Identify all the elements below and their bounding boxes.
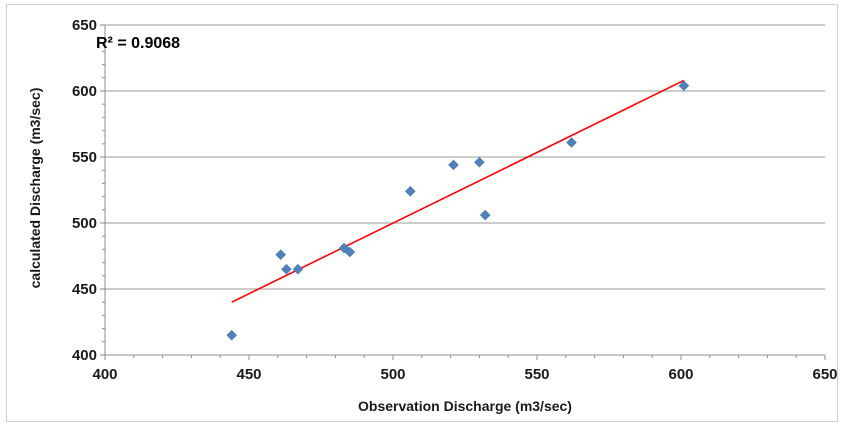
r-squared-label: R² = 0.9068 bbox=[96, 35, 180, 52]
chart-frame bbox=[6, 4, 838, 422]
grid-lines bbox=[105, 24, 825, 290]
data-point bbox=[344, 246, 356, 258]
data-point bbox=[678, 80, 690, 92]
y-tick-label: 550 bbox=[72, 149, 97, 166]
x-tick-label: 500 bbox=[380, 366, 405, 383]
x-tick-label: 450 bbox=[236, 366, 261, 383]
x-axis-title: Observation Discharge (m3/sec) bbox=[358, 398, 572, 414]
y-tick-label: 450 bbox=[72, 281, 97, 298]
y-tick-label: 600 bbox=[72, 83, 97, 100]
data-point bbox=[226, 329, 238, 341]
tick-labels: 400 450 500 550 600 650 400 450 500 550 600 650 bbox=[72, 17, 838, 383]
trendline bbox=[231, 79, 685, 303]
x-tick-label: 400 bbox=[92, 366, 117, 383]
x-tick-label: 600 bbox=[668, 366, 693, 383]
data-point bbox=[281, 263, 292, 275]
axes bbox=[100, 24, 826, 360]
data-point bbox=[448, 159, 459, 171]
data-point bbox=[275, 249, 287, 261]
data-point bbox=[566, 137, 577, 148]
data-point bbox=[292, 263, 304, 275]
y-axis-title: calculated Discharge (m3/sec) bbox=[27, 88, 43, 289]
y-tick-label: 500 bbox=[72, 215, 97, 232]
y-tick-label: 400 bbox=[72, 347, 97, 364]
x-tick-label: 650 bbox=[812, 366, 837, 383]
data-point bbox=[474, 156, 485, 168]
data-points bbox=[226, 80, 690, 341]
y-tick-label: 650 bbox=[72, 17, 97, 34]
x-tick-label: 550 bbox=[524, 366, 549, 383]
data-point bbox=[479, 209, 491, 221]
data-point bbox=[404, 185, 416, 197]
